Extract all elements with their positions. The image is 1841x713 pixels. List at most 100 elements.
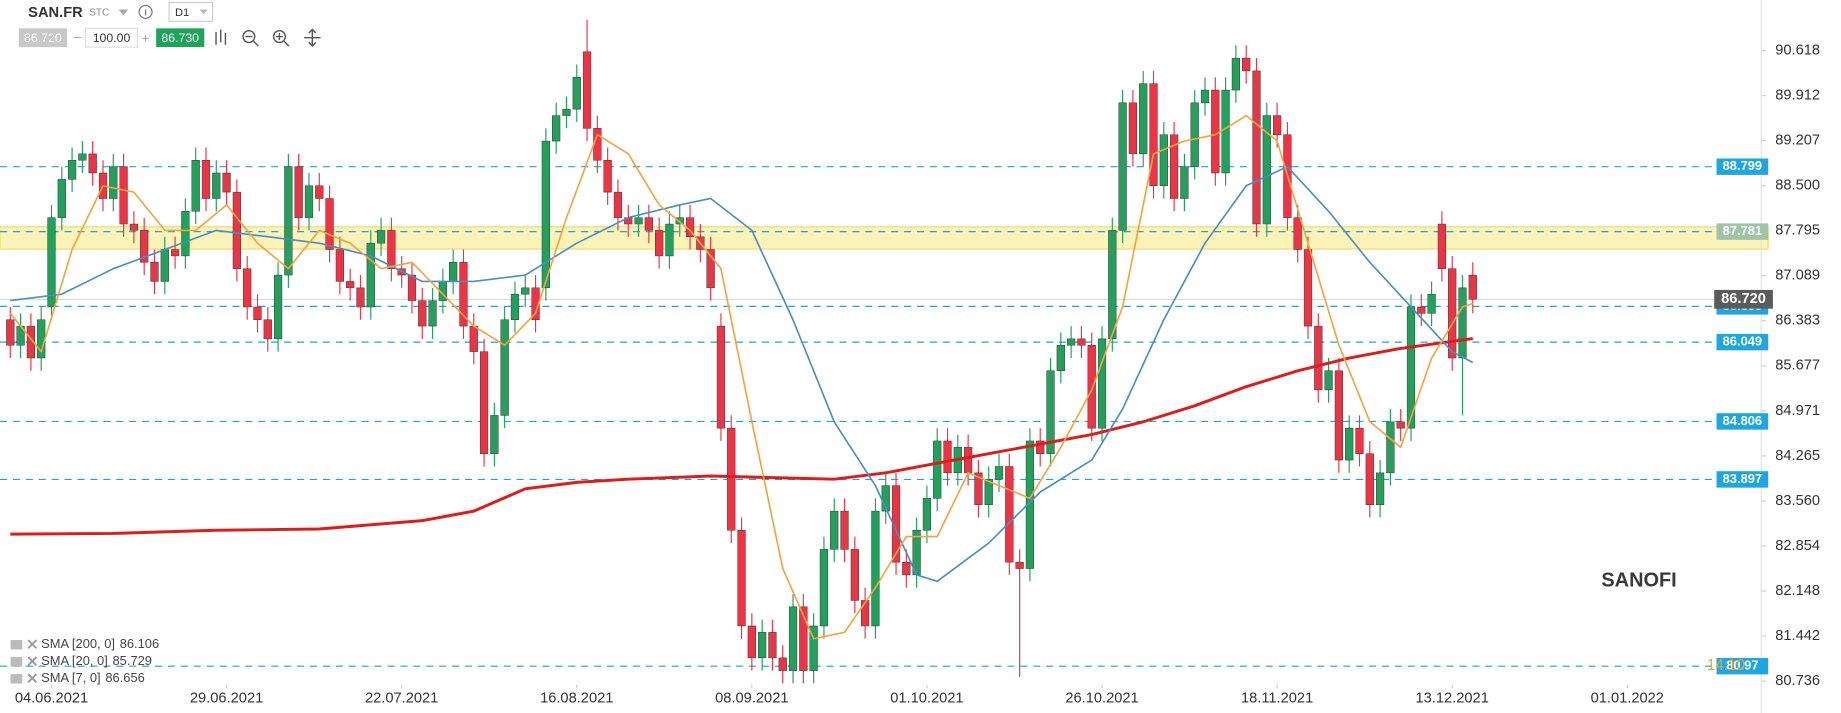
candle-body (819, 549, 829, 627)
candle-body (1025, 440, 1035, 569)
candle-body (727, 427, 736, 531)
candle-body (1272, 115, 1282, 135)
candle-body (26, 325, 36, 359)
candle-body (273, 274, 283, 340)
candle-body (1015, 561, 1024, 569)
candle-body (747, 625, 756, 659)
candle-body (129, 223, 138, 231)
candle-body (366, 242, 375, 308)
candle-body (469, 325, 478, 352)
candle-body (222, 172, 231, 193)
ask-box[interactable] (156, 28, 205, 48)
candle-body (1036, 440, 1045, 454)
candle-body (655, 230, 664, 257)
candle-body (1303, 249, 1313, 327)
candle-body (1468, 274, 1477, 300)
level-label: 86.049 (1723, 334, 1762, 349)
candle-body (376, 230, 386, 244)
candle-body (737, 530, 746, 627)
candle-body (1293, 217, 1302, 250)
legend-entry: SMA [200, 0] 86.106 (10, 636, 159, 651)
candle-body (562, 108, 571, 116)
candle-body (67, 159, 77, 180)
candle-body (500, 319, 509, 416)
countdown: 14:10 (1707, 657, 1745, 674)
ask: 86.730 (161, 31, 199, 45)
candle-body (984, 478, 993, 505)
symbol[interactable]: SAN.FR (28, 5, 83, 21)
candle-body (1149, 83, 1158, 186)
candle-body (706, 249, 715, 289)
dropdown-arrow[interactable] (118, 9, 128, 16)
candle-body (1355, 427, 1364, 454)
candle-body (994, 466, 1004, 480)
candle-icon[interactable] (215, 29, 227, 45)
zoom-out-icon[interactable] (242, 29, 256, 44)
candle-body (1375, 472, 1385, 505)
candle-body (758, 632, 767, 659)
legend-entry: SMA [7, 0] 86.656 (10, 670, 145, 685)
market: STC (89, 8, 109, 19)
info-icon[interactable] (138, 4, 153, 19)
candle-body (335, 249, 344, 282)
legend-remove[interactable] (27, 639, 38, 649)
candle-body (891, 485, 901, 563)
legend-name: SMA [7, 0] (41, 670, 101, 685)
level-label-box (1716, 657, 1769, 675)
y-tick-label: 88.500 (1775, 178, 1820, 194)
candle-body (675, 217, 684, 225)
candle-body (57, 179, 66, 218)
tool-icons[interactable] (215, 28, 321, 47)
level-label: 83.897 (1723, 471, 1762, 486)
candle-body (1128, 102, 1138, 155)
level-label-box (1716, 471, 1769, 488)
legend-value: 86.106 (120, 636, 159, 651)
candle-body (1005, 466, 1014, 563)
candle-body (1159, 134, 1168, 186)
y-tick-label: 87.795 (1775, 223, 1820, 239)
x-tick-label: 08.09.2021 (715, 691, 788, 707)
legend-value: 85.729 (113, 653, 152, 668)
candle-body (449, 262, 458, 282)
minus[interactable]: – (74, 29, 82, 44)
y-tick-label: 81.442 (1775, 628, 1820, 644)
candle-body (1365, 453, 1374, 505)
candle-body (1324, 370, 1333, 391)
candle-body (1448, 268, 1457, 359)
legend-icon (10, 657, 23, 667)
zoom-in-icon[interactable] (272, 29, 287, 44)
candle-body (232, 191, 241, 269)
candle-body (840, 510, 849, 550)
candle-body (1221, 89, 1230, 174)
y-tick-label: 89.207 (1775, 133, 1820, 149)
sma-line (10, 337, 1473, 536)
interval-select[interactable] (168, 1, 214, 22)
candle-body (1211, 89, 1220, 174)
candle-body (613, 191, 623, 218)
candle-body (1056, 345, 1065, 372)
candle-body (418, 300, 427, 327)
candle-body (150, 262, 159, 282)
legend-remove[interactable] (27, 656, 38, 666)
volume-box[interactable] (85, 27, 138, 48)
candle-body (1242, 57, 1251, 72)
candle-body (902, 561, 911, 576)
plus[interactable]: + (142, 30, 150, 45)
y-tick-label: 82.148 (1775, 583, 1820, 599)
y-tick-label: 80.736 (1775, 673, 1820, 689)
candle-body (47, 217, 56, 308)
candle-body (1180, 166, 1189, 199)
candle-body (263, 319, 272, 340)
watermark: SANOFI (1601, 570, 1676, 592)
x-tick-label: 13.12.2021 (1416, 691, 1489, 707)
candle-body (356, 287, 365, 308)
candle-body (644, 217, 653, 231)
candle-body (1417, 306, 1426, 314)
candle-body (325, 198, 334, 250)
bid-box[interactable] (18, 28, 67, 48)
candle-body (479, 351, 489, 454)
candle-body (964, 447, 973, 474)
pan-icon[interactable] (304, 28, 321, 47)
candle-body (1077, 338, 1086, 346)
legend-remove[interactable] (27, 673, 38, 683)
